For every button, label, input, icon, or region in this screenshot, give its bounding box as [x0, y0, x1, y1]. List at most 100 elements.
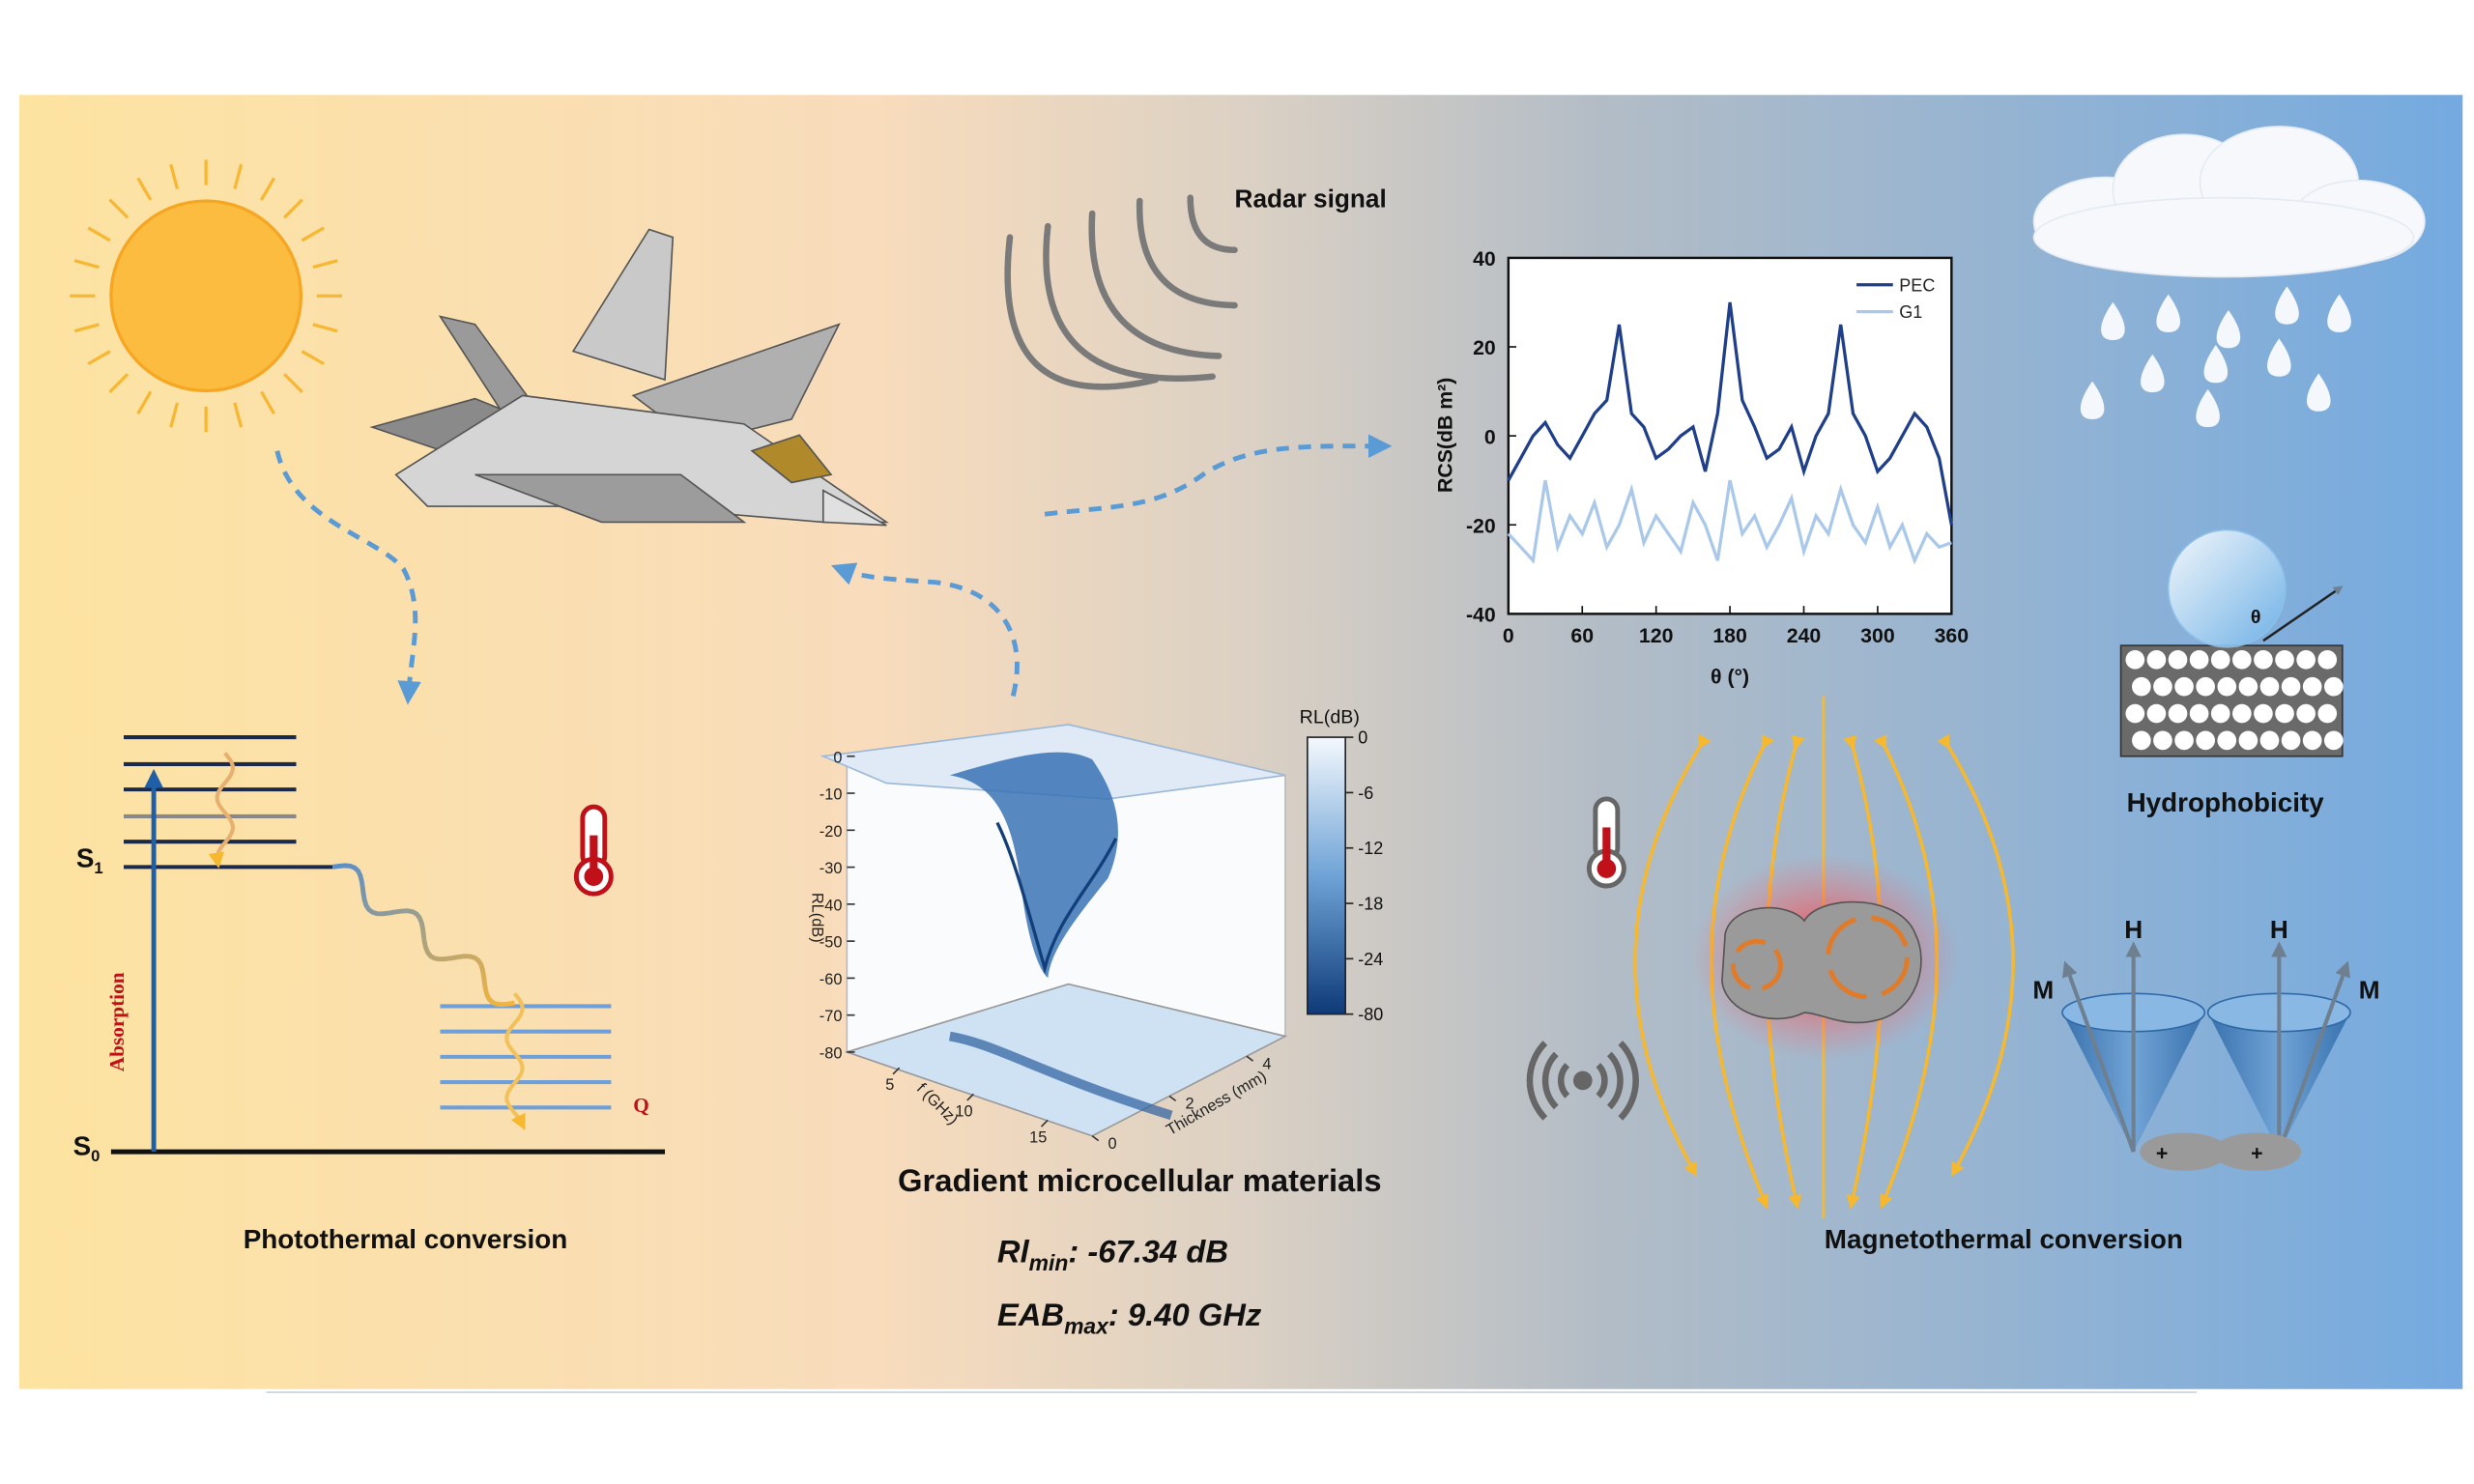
signal-arc	[1596, 1063, 1608, 1099]
thickness-tick-label: 0	[1108, 1135, 1117, 1153]
signal-dot	[1572, 1070, 1593, 1091]
f-tick	[966, 1093, 974, 1101]
sun-disk	[109, 199, 303, 393]
pore	[2217, 676, 2237, 697]
colorbar-label: RL(dB)	[1300, 706, 1360, 728]
z-tick-label: -10	[820, 786, 843, 804]
rcs-line	[1507, 479, 1952, 565]
sun-ray	[283, 373, 303, 393]
m-vector	[2277, 960, 2350, 1153]
raindrop	[2156, 294, 2180, 332]
pore	[2196, 730, 2215, 751]
thermometer-mercury	[590, 835, 598, 877]
metric: Rlmin: -67.34 dB	[997, 1234, 1228, 1275]
raindrop	[2080, 381, 2105, 419]
s0-label-sub: 0	[91, 1147, 100, 1165]
pore	[2232, 650, 2252, 670]
sun-ray	[73, 323, 100, 333]
spin-precession: H M + H M +	[2032, 915, 2380, 1171]
pore	[2153, 730, 2172, 751]
spin-node	[2140, 1132, 2229, 1171]
spin-node	[2212, 1132, 2302, 1171]
radar-label: Radar signal	[1235, 185, 1387, 214]
pore	[2174, 730, 2194, 751]
m-label: M	[2359, 975, 2380, 1004]
particle-spin	[1826, 915, 1910, 1000]
surface-dip	[949, 752, 1118, 978]
field-line	[1937, 733, 2015, 1178]
pore	[2317, 650, 2338, 670]
metric-value: : -67.34 dB	[1068, 1234, 1228, 1270]
x-tick-label: 120	[1639, 624, 1673, 647]
sun-ray	[301, 350, 325, 366]
cloud	[2032, 126, 2426, 428]
colorbar-tick-label: 0	[1358, 728, 1367, 748]
raindrop	[2216, 309, 2241, 349]
pore	[2196, 676, 2215, 697]
hydrophobic-surface: θ	[2119, 528, 2344, 757]
thickness-tick-label: 4	[1262, 1055, 1271, 1072]
pore	[2146, 703, 2167, 724]
radar-waves	[1004, 194, 1238, 390]
contact-angle-line	[2262, 585, 2344, 642]
sun-ray	[301, 226, 325, 243]
rcs-chart: 0 60 120 180 240 300 360 -40 -20 0 20 40 PEC G1 θ (°) R…	[1434, 247, 1969, 688]
pore	[2210, 703, 2230, 724]
sun-ray	[283, 198, 303, 219]
hydrophobicity-label: Hydrophobicity	[2127, 787, 2325, 817]
pore	[2302, 676, 2322, 697]
internal-conversion-wave	[208, 752, 236, 869]
particle-spin	[1730, 938, 1783, 991]
pore	[2275, 650, 2294, 670]
x-tick-label: 60	[1570, 624, 1594, 647]
vibrational-relaxation-wave	[504, 992, 526, 1130]
colorbar-tick-label: -80	[1358, 1005, 1383, 1024]
z-tick-label: -40	[820, 897, 843, 914]
sun-ray	[136, 390, 153, 414]
jet-wing	[475, 473, 747, 524]
pore	[2323, 730, 2344, 751]
sun-ray	[233, 402, 244, 428]
raindrop	[2141, 354, 2165, 393]
sun-ray	[260, 390, 275, 414]
water-droplet	[2167, 528, 2287, 648]
pore	[2296, 703, 2316, 724]
colorbar-tick-label: -6	[1358, 784, 1373, 803]
thermometer-left	[573, 804, 614, 897]
metric-sub: min	[1029, 1250, 1069, 1275]
metric: EABmax: 9.40 GHz	[997, 1297, 1262, 1338]
pore	[2153, 676, 2172, 697]
z-axis-label: RL(dB)	[808, 893, 825, 943]
jet-canopy	[750, 434, 833, 484]
metric-name: EAB	[997, 1297, 1064, 1332]
s1-label-base: S	[76, 842, 95, 872]
pore	[2281, 676, 2301, 697]
pore	[2132, 676, 2151, 697]
x-tick-label: 300	[1860, 624, 1894, 647]
m-vector	[2061, 960, 2136, 1153]
f-tick-label: 15	[1029, 1128, 1047, 1146]
pore	[2238, 676, 2258, 697]
f-tick	[1040, 1119, 1049, 1127]
z-tick-label: -80	[820, 1045, 843, 1063]
z-tick-label: 0	[833, 749, 842, 766]
z-tick-label: -50	[820, 934, 843, 952]
sun	[70, 159, 342, 433]
s1-label: S1	[76, 842, 103, 877]
jet	[369, 228, 889, 527]
raindrop	[2101, 301, 2125, 341]
plus-label: +	[2156, 1141, 2168, 1164]
raindrop	[2327, 294, 2351, 332]
radar-arc	[1088, 210, 1223, 359]
x-tick-label: 180	[1712, 624, 1746, 647]
legend-label: G1	[1899, 302, 1922, 322]
m-label: M	[2032, 975, 2054, 1004]
particle	[1721, 900, 1922, 1024]
y-tick-label: -20	[1466, 514, 1496, 537]
magnetic-field	[1633, 696, 2015, 1218]
signal-arc	[1606, 1051, 1624, 1110]
sun-ray	[108, 198, 129, 219]
rcs-line	[1507, 301, 1953, 526]
